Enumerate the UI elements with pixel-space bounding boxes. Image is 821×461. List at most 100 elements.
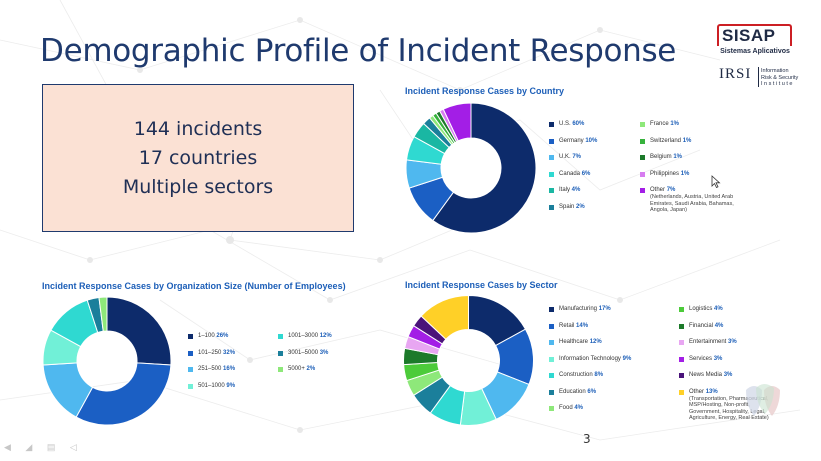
legend-item: Services 3% [679,356,722,362]
irsi-logo: IRSI [719,66,752,82]
legend-item: Canada 6% [549,171,590,177]
cursor-arrow-icon [711,175,721,188]
legend-value: 60% [572,121,585,127]
callout-countries: 17 countries [138,146,258,169]
legend-label: Philippines 1% [650,171,689,177]
legend-note: (Transportation, Pharmaceutical, MSP/Hos… [689,395,769,422]
legend-category: Construction [559,372,595,378]
legend-item: France 1% [640,121,679,127]
legend-category: Other [650,187,667,193]
legend-item: Construction 8% [549,372,603,378]
legend-swatch [549,389,554,395]
legend-value: 3% [728,339,737,345]
legend-category: Information Technology [559,355,623,362]
legend-label: Healthcare 12% [559,339,602,345]
legend-value: 7% [572,154,582,160]
sector-chart-title: Incident Response Cases by Sector [405,280,558,290]
legend-value: 3% [319,349,329,356]
legend-label: Belgium 1% [650,154,682,160]
legend-value: 4% [574,405,584,411]
page-title: Demographic Profile of Incident Response [40,33,677,69]
page-number: 3 [583,432,591,446]
legend-swatch [549,155,554,160]
legend-label: Other 7% (Netherlands, Austria, United Ar… [650,187,740,214]
legend-item: U.K. 7% [549,154,581,160]
callout-incidents: 144 incidents [133,117,263,140]
legend-label: 251–500 16% [198,366,235,372]
legend-swatch [679,389,684,395]
legend-value: 12% [319,333,332,339]
legend-category: Other [689,388,706,395]
legend-label: Manufacturing 17% [559,306,611,312]
legend-label: France 1% [650,121,679,127]
legend-item: Manufacturing 17% [549,306,611,312]
slice-1-100 [106,296,172,366]
legend-swatch [549,122,554,127]
legend-item: 251–500 16% [188,366,235,372]
legend-category: 101–250 [198,349,224,356]
legend-swatch [278,367,283,372]
legend-category: U.K. [559,154,573,160]
legend-value: 26% [216,333,229,339]
legend-label: 1001–3000 12% [288,333,332,339]
legend-label: U.K. 7% [559,154,581,160]
slice-u-s- [432,102,537,234]
watermark-logo-icon [746,384,780,416]
legend-label: Canada 6% [559,171,590,177]
legend-swatch [640,171,645,177]
legend-swatch [278,350,283,356]
legend-category: U.S. [559,121,573,127]
legend-swatch [679,373,684,378]
legend-swatch [549,138,554,144]
slide-nav-icons[interactable]: ◀ ◢ ▤ ◁ [4,442,83,452]
legend-value: 9% [622,355,632,362]
country-donut-chart [405,102,537,234]
legend-value: 6% [581,170,591,177]
legend-swatch [679,323,684,329]
legend-swatch [640,155,645,160]
legend-item: Food 4% [549,405,583,411]
legend-category: Logistics [689,306,715,312]
legend-value: 7% [666,187,676,193]
legend-label: Food 4% [559,405,583,411]
legend-value: 12% [589,339,602,345]
legend-value: 10% [585,137,598,144]
legend-swatch [679,307,684,312]
irsi-line-1: Information [761,68,789,74]
legend-category: Food [559,405,575,411]
legend-label: Switzerland 1% [650,138,691,144]
legend-value: 8% [594,372,604,378]
slice-5000- [98,296,108,332]
legend-label: Information Technology 9% [559,356,631,362]
legend-category: News Media [689,372,724,378]
legend-item: Retail 14% [549,323,588,329]
legend-category: Financial [689,322,715,329]
legend-item: Philippines 1% [640,171,689,177]
legend-item: 1–100 26% [188,333,228,339]
legend-item: Other 7% (Netherlands, Austria, United Ar… [640,187,740,214]
legend-value: 9% [226,382,236,389]
legend-item: 501–1000 9% [188,383,235,389]
slice-101-250 [75,362,172,426]
irsi-line-3: I n s t i t u t e [761,81,793,87]
legend-value: 3% [723,372,733,378]
legend-category: Manufacturing [559,306,599,312]
legend-category: 1001–3000 [288,333,320,339]
legend-label: Entertainment 3% [689,339,737,345]
legend-item: 101–250 32% [188,350,235,356]
legend-category: Italy [559,187,572,193]
legend-swatch [679,340,684,345]
slice-other [420,295,469,340]
legend-category: Retail [559,322,577,329]
legend-item: Germany 10% [549,138,597,144]
legend-swatch [188,383,193,389]
legend-item: News Media 3% [679,372,732,378]
legend-category: Entertainment [689,339,729,345]
size-chart-title: Incident Response Cases by Organization … [42,281,346,291]
legend-item: Education 6% [549,389,596,395]
legend-item: Entertainment 3% [679,339,737,345]
legend-category: Philippines [650,170,681,177]
legend-label: Retail 14% [559,323,588,329]
legend-label: Germany 10% [559,138,597,144]
legend-swatch [549,356,554,362]
